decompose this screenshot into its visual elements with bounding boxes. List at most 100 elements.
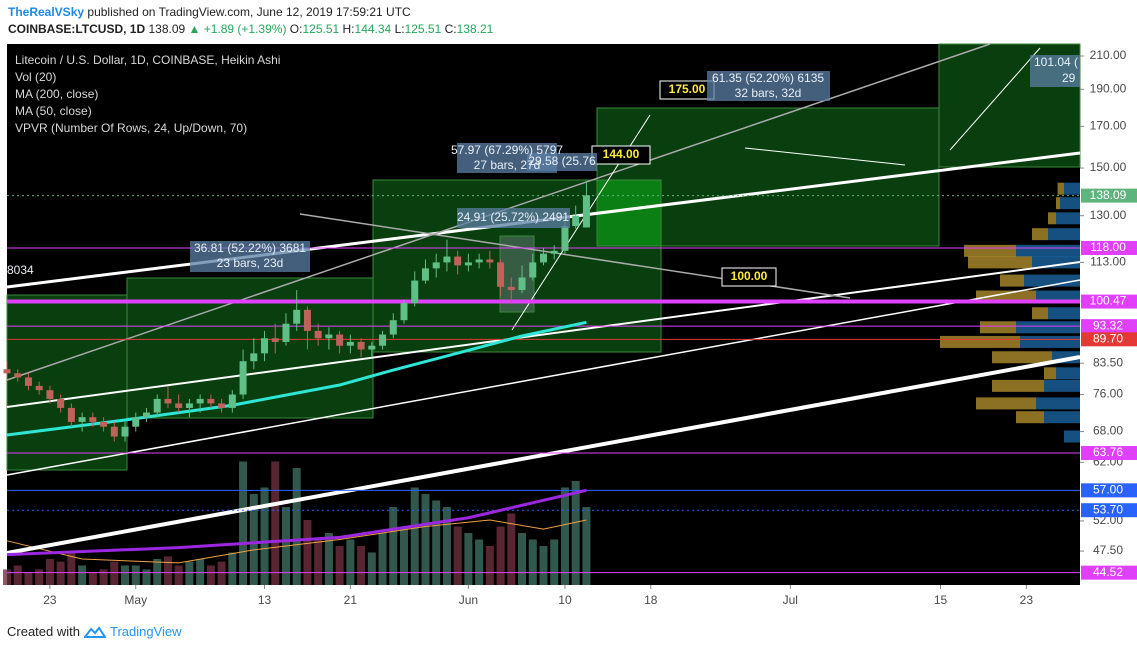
- level-label: 53.70: [1093, 502, 1123, 516]
- volume-bar: [539, 546, 548, 585]
- y-tick-label: 76.00: [1093, 387, 1123, 401]
- measure-text: 61.35 (52.20%) 6135: [712, 71, 824, 85]
- level-tag: [1081, 294, 1137, 309]
- candle-body: [218, 403, 226, 408]
- measure-text: 29.58 (25.76: [528, 154, 596, 168]
- volume-bar: [292, 468, 301, 585]
- legend: Litecoin / U.S. Dollar, 1D, COINBASE, He…: [15, 53, 280, 135]
- vpvr-up: [1036, 397, 1080, 410]
- measure-text: 27 bars, 27d: [474, 158, 541, 172]
- level-label: 118.00: [1090, 240, 1126, 254]
- candle-body: [379, 334, 387, 346]
- vpvr-down: [992, 379, 1044, 392]
- x-tick-label: May: [124, 593, 147, 607]
- ohlc-label: O:: [289, 22, 303, 36]
- volume-bar: [185, 561, 194, 585]
- level-label: 93.32: [1093, 318, 1123, 332]
- candle-body: [132, 417, 140, 427]
- vpvr-down: [1032, 307, 1048, 320]
- volume-bar: [378, 533, 387, 585]
- x-tick-label: 10: [558, 593, 572, 607]
- y-tick-label: 113.00: [1090, 255, 1126, 269]
- y-tick-label: 47.50: [1093, 543, 1123, 557]
- header: TheRealVSky published on TradingView.com…: [8, 4, 493, 38]
- brand[interactable]: TradingView: [109, 624, 182, 639]
- author[interactable]: TheRealVSky: [8, 5, 85, 19]
- volume-bar: [442, 507, 451, 585]
- candle-body: [550, 250, 558, 254]
- level-label: 63.76: [1093, 445, 1123, 459]
- vpvr-up: [1036, 290, 1080, 303]
- range-box: [126, 277, 374, 419]
- vpvr-up: [1064, 430, 1080, 443]
- candle-body: [185, 403, 193, 408]
- candle-body: [207, 398, 215, 404]
- candle-body: [336, 334, 344, 346]
- level-tag: [1081, 319, 1137, 334]
- volume-bar: [518, 533, 527, 585]
- vpvr-up: [1044, 379, 1080, 392]
- candle-body: [529, 262, 537, 278]
- candle-body: [239, 361, 247, 395]
- candle-body: [475, 259, 483, 263]
- y-tick-label: 190.00: [1090, 82, 1127, 96]
- candle-body: [432, 262, 440, 269]
- vpvr-up: [1056, 367, 1080, 380]
- volume-bar: [13, 565, 22, 585]
- candle-body: [346, 341, 354, 346]
- ohlc-value: 138.21: [456, 22, 494, 36]
- level-label: 138.09: [1090, 188, 1127, 202]
- volume-bar: [271, 461, 280, 585]
- level-tag: [1081, 565, 1137, 580]
- vpvr-down: [968, 256, 1032, 269]
- candle-body: [421, 268, 429, 281]
- level-label: 57.00: [1093, 483, 1123, 497]
- measure-text: 32 bars, 32d: [735, 86, 802, 100]
- volume-bar: [389, 507, 398, 585]
- candle-body: [282, 323, 290, 342]
- volume-bar: [464, 533, 473, 585]
- candle-body: [325, 334, 333, 339]
- ranges: [6, 43, 1081, 471]
- candle-body: [110, 426, 118, 437]
- candle-body: [507, 286, 515, 291]
- candle-body: [3, 369, 11, 374]
- candle-body: [67, 407, 75, 422]
- vpvr-down: [1016, 411, 1044, 424]
- ohlc-value: 125.51: [302, 22, 340, 36]
- candle-body: [582, 195, 590, 228]
- level-label: 44.52: [1093, 565, 1123, 579]
- candle-body: [250, 353, 258, 362]
- vpvr-down: [1044, 367, 1056, 380]
- x-tick-label: 18: [644, 593, 658, 607]
- volume-bar: [206, 565, 215, 585]
- volume-bar: [56, 561, 65, 585]
- volume-bar: [367, 552, 376, 585]
- candle-body: [89, 417, 97, 422]
- candle-body: [572, 215, 580, 227]
- volume-bar: [163, 556, 172, 585]
- volume-bar: [88, 572, 97, 585]
- volume-bar: [335, 546, 344, 585]
- volume-bar: [35, 569, 44, 585]
- volume-bar: [485, 546, 494, 585]
- candle-body: [100, 421, 108, 427]
- vpvr-down: [976, 290, 1036, 303]
- y-tick-label: 130.00: [1090, 208, 1127, 222]
- measure-text: 29: [1062, 71, 1076, 85]
- volume-bar: [110, 561, 119, 585]
- volume-bar: [3, 569, 11, 585]
- callout: 144.00: [603, 147, 640, 161]
- candle-body: [35, 385, 43, 391]
- candle-body: [121, 426, 129, 437]
- volume-bar: [324, 533, 333, 585]
- ohlc-value: 144.34: [354, 22, 392, 36]
- candle-body: [400, 303, 408, 321]
- measure-text: 36.81 (52.22%) 3681: [194, 241, 306, 255]
- candle-body: [228, 394, 236, 408]
- volume-bar: [249, 494, 258, 585]
- ohlc-label: H:: [342, 22, 355, 36]
- ohlc-label: L:: [394, 22, 405, 36]
- vpvr-up: [1016, 244, 1080, 257]
- volume-bar: [67, 552, 76, 585]
